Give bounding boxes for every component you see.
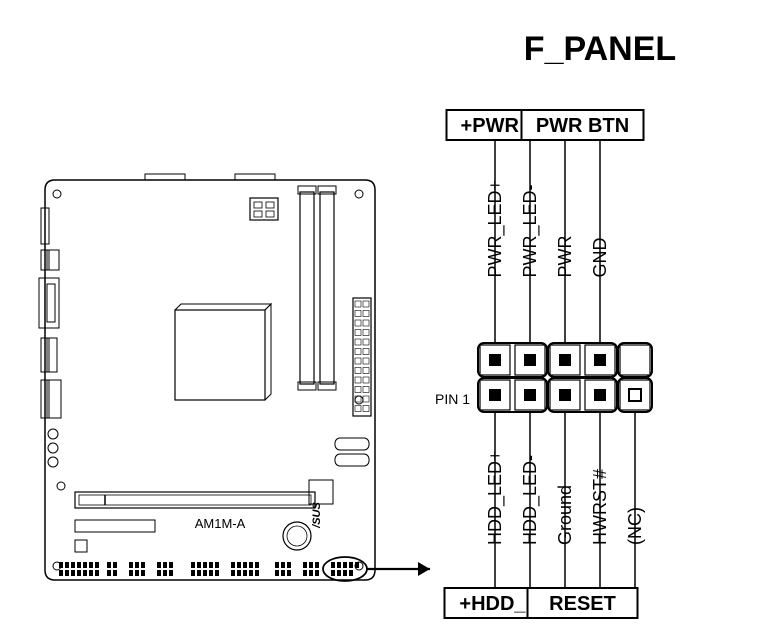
pin-square: [524, 389, 536, 401]
reset-box-label: RESET: [549, 593, 616, 615]
pin-label-top: PWR_LED+: [485, 180, 506, 278]
diagram-title: F_PANEL: [524, 30, 676, 68]
pwr-btn-box-label: PWR BTN: [536, 115, 629, 137]
pin-square: [524, 354, 536, 366]
pin-label-bottom: (NC): [625, 507, 645, 545]
pin-square: [559, 354, 571, 366]
pin-cell: [620, 345, 650, 375]
pin-label-bottom: HWRST#: [590, 469, 610, 545]
model-label: AM1M-A: [195, 516, 246, 531]
arrowhead: [418, 562, 430, 576]
pin-square-open: [629, 389, 641, 401]
pin-label-bottom: HDD_LED-: [520, 455, 541, 545]
pin1-label: PIN 1: [435, 391, 470, 407]
pin-label-bottom: HDD_LED+: [485, 450, 506, 545]
motherboard-outline: /SUS AM1M-A: [39, 174, 375, 581]
pin-label-top: PWR: [555, 236, 575, 278]
pin-label-top: PWR_LED-: [520, 184, 541, 277]
pin-square: [594, 354, 606, 366]
pin-square: [489, 389, 501, 401]
pin-label-top: GND: [590, 238, 610, 278]
pin-square: [559, 389, 571, 401]
brand-text: /SUS: [311, 502, 323, 529]
pin-square: [489, 354, 501, 366]
pin-label-bottom: Ground: [555, 485, 575, 545]
fpanel-highlight: [323, 557, 367, 581]
pin-square: [594, 389, 606, 401]
